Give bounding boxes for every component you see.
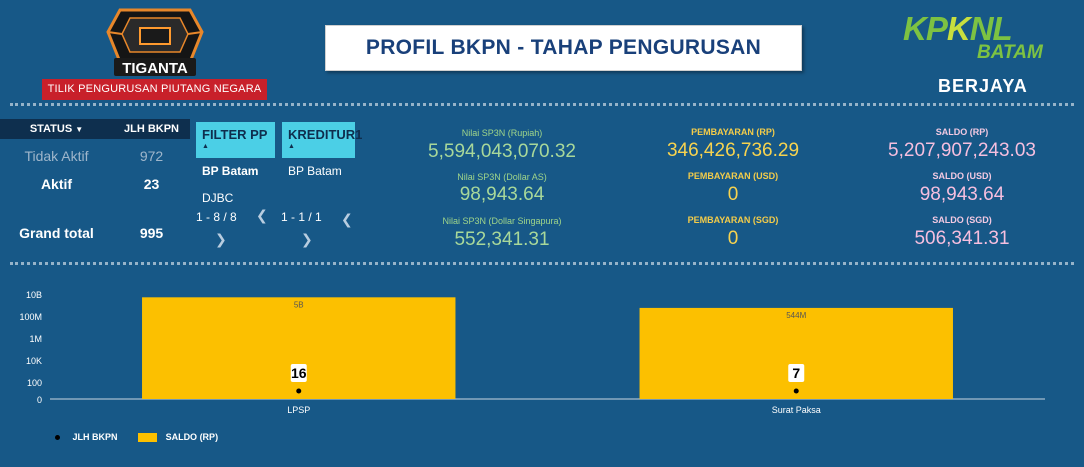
y-tick-label: 0 — [37, 395, 42, 405]
sp3n-sgd-label: Nilai SP3N (Dollar Singapura) — [442, 216, 562, 226]
table-row[interactable]: Aktif 23 — [0, 176, 190, 192]
kreditur1-dropdown[interactable]: KREDITUR1 ▲ — [282, 122, 362, 158]
header-divider — [10, 103, 1074, 106]
filter-pp-pager: 1 - 8 / 8 — [196, 210, 237, 224]
point-data-label: 16 — [291, 365, 307, 381]
grand-total-label: Grand total — [19, 225, 94, 241]
sp3n-usd-label: Nilai SP3N (Dollar AS) — [457, 172, 547, 182]
chart-legend: JLH BKPN SALDO (RP) — [55, 432, 218, 446]
filter-pp-option[interactable]: BP Batam — [202, 164, 259, 178]
saldo-usd-value: 98,943.64 — [919, 184, 1005, 205]
pembayaran-usd-value: 0 — [727, 184, 739, 205]
status-column-header[interactable]: STATUS ▼ — [29, 123, 84, 135]
legend-label-saldo[interactable]: SALDO (RP) — [165, 432, 219, 442]
y-tick-label: 10K — [26, 356, 42, 366]
point-jlh-bkpn — [793, 388, 799, 394]
legend-marker-bar — [138, 433, 158, 443]
grand-total-count: 995 — [139, 225, 164, 241]
sp3n-usd-value: 98,943.64 — [459, 184, 545, 205]
count-cell: 23 — [143, 176, 160, 192]
pembayaran-usd-label: PEMBAYARAN (USD) — [687, 171, 779, 181]
tiganta-logo: TIGANTA TILIK PENGURUSAN PIUTANG NEGARA — [42, 2, 267, 100]
point-label-bg — [290, 364, 307, 382]
count-column-header[interactable]: JLH BKPN — [123, 123, 179, 135]
bar-data-label: 544M — [786, 311, 806, 320]
filter-pp-option[interactable]: DJBC — [202, 191, 234, 205]
sp3n-rupiah-label: Nilai SP3N (Rupiah) — [461, 128, 543, 138]
status-table-header: STATUS ▼ JLH BKPN — [0, 119, 190, 139]
caret-up-icon: ▲ — [288, 143, 295, 150]
x-tick-label: LPSP — [287, 405, 310, 415]
saldo-rp-label: SALDO (RP) — [935, 127, 989, 137]
logo-subtitle: TILIK PENGURUSAN PIUTANG NEGARA — [42, 79, 267, 100]
bar-data-label: 5B — [294, 300, 304, 309]
brand-slogan: BERJAYA — [938, 76, 1028, 96]
caret-down-icon: ▼ — [75, 125, 84, 134]
legend-marker-dot — [55, 435, 60, 441]
saldo-usd-label: SALDO (USD) — [932, 171, 992, 181]
chevron-right-icon[interactable]: ❯ — [301, 231, 313, 247]
count-cell: 972 — [139, 148, 164, 164]
bar-saldo — [639, 307, 953, 399]
filter-pp-dropdown[interactable]: FILTER PP ▲ — [196, 122, 275, 158]
brand-batam: BATAM — [977, 42, 1043, 63]
chevron-right-icon[interactable]: ❯ — [215, 231, 227, 247]
kpknl-batam-logo: KPKNL BATAM BERJAYA — [900, 6, 1070, 96]
pembayaran-sgd-value: 0 — [727, 228, 739, 249]
bar-chart: 10B 100M 1M 10K 100 0 5B 16 LPSP 544M 7 Surat Paksa — [19, 290, 1045, 415]
x-tick-label: Surat Paksa — [772, 405, 821, 415]
y-tick-label: 100 — [27, 378, 42, 388]
point-label-bg — [788, 364, 805, 382]
sp3n-sgd-value: 552,341.31 — [454, 229, 550, 250]
page-title: PROFIL BKPN - TAHAP PENGURUSAN — [325, 25, 802, 71]
status-table: STATUS ▼ JLH BKPN Tidak Aktif 972 Aktif … — [0, 119, 190, 241]
logo-name: TIGANTA — [122, 60, 188, 77]
table-row[interactable]: Tidak Aktif 972 — [0, 148, 190, 164]
y-tick-label: 1M — [29, 334, 42, 344]
point-jlh-bkpn — [296, 388, 302, 394]
pembayaran-rp-value: 346,426,736.29 — [666, 140, 800, 161]
kreditur1-option[interactable]: BP Batam — [288, 164, 342, 178]
caret-up-icon: ▲ — [202, 143, 209, 150]
pembayaran-sgd-label: PEMBAYARAN (SGD) — [687, 215, 779, 225]
grand-total-row: Grand total 995 — [0, 225, 190, 241]
chevron-left-icon[interactable]: ❮ — [256, 207, 268, 223]
point-data-label: 7 — [792, 365, 800, 381]
y-tick-label: 100M — [19, 312, 42, 322]
status-cell: Aktif — [40, 176, 73, 192]
kreditur1-pager: 1 - 1 / 1 — [281, 210, 322, 224]
saldo-sgd-label: SALDO (SGD) — [932, 215, 992, 225]
brand-kpknl: KPKNL — [903, 10, 1013, 47]
y-tick-label: 10B — [26, 290, 42, 300]
sp3n-rupiah-value: 5,594,043,070.32 — [428, 141, 576, 162]
status-cell: Tidak Aktif — [24, 148, 89, 164]
tiganta-emblem-icon: TIGANTA — [106, 8, 204, 77]
saldo-sgd-value: 506,341.31 — [914, 228, 1010, 249]
pembayaran-rp-label: PEMBAYARAN (RP) — [691, 127, 775, 137]
section-divider — [10, 262, 1074, 265]
bar-saldo — [142, 297, 456, 399]
legend-label-jlh-bkpn[interactable]: JLH BKPN — [72, 432, 118, 442]
saldo-rp-value: 5,207,907,243.03 — [888, 140, 1036, 161]
chevron-left-icon[interactable]: ❮ — [341, 211, 353, 227]
